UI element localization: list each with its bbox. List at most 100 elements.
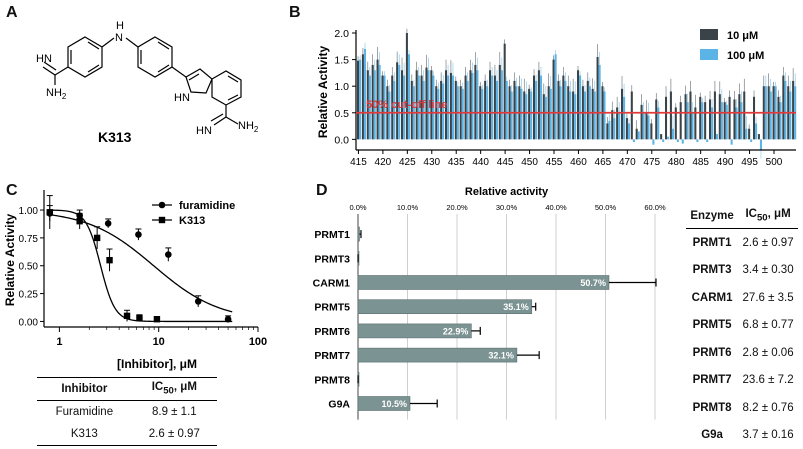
- bar-100uM: [447, 75, 450, 140]
- chart-b: 2.0 1.5 1.0 0.5 0.0 50% cut-off line 415 420 425…: [316, 28, 797, 168]
- x-tick-label: 0.0%: [349, 203, 366, 212]
- bar-10uM: [376, 59, 379, 140]
- bar-10uM: [660, 134, 663, 140]
- bar-10uM: [445, 70, 448, 140]
- table-row: Furamidine 8.9 ± 1.1: [37, 401, 217, 424]
- legend-swatch: [700, 49, 718, 60]
- bar-100uM: [613, 118, 616, 140]
- bar-10uM: [484, 80, 487, 140]
- bar-100uM: [378, 64, 381, 140]
- bar-100uM: [373, 70, 376, 140]
- data-label: 10.5%: [381, 399, 407, 409]
- bar-10uM: [562, 75, 565, 140]
- table-row: G9a 3.7 ± 0.16: [686, 422, 798, 449]
- x-tick-label: 10: [153, 336, 165, 348]
- bar-100uM: [427, 70, 430, 140]
- bar-100uM: [730, 139, 733, 145]
- bar: [357, 226, 360, 242]
- bar-10uM: [528, 88, 531, 140]
- table-cell: PRMT3: [692, 264, 732, 277]
- bar-100uM: [461, 88, 464, 140]
- bar-100uM: [535, 80, 538, 140]
- data-point-furamidine: [135, 231, 142, 238]
- bar-100uM: [769, 91, 772, 140]
- bar-100uM: [779, 102, 782, 140]
- table-cell: 2.6 ± 0.97: [742, 236, 794, 249]
- bar-10uM: [381, 75, 384, 140]
- bar-100uM: [554, 54, 557, 140]
- bar-10uM: [366, 70, 369, 140]
- data-point-k313: [93, 234, 101, 242]
- bar-100uM: [681, 139, 684, 144]
- bar-10uM: [713, 91, 716, 140]
- bar-100uM: [476, 70, 479, 140]
- cutoff-label: 50% cut-off line: [366, 99, 447, 111]
- y-tick-label: 1.0: [334, 81, 349, 93]
- bar-10uM: [782, 75, 785, 140]
- x-tick-label: 455: [546, 157, 563, 168]
- bar-10uM: [640, 104, 643, 140]
- bar-100uM: [388, 91, 391, 140]
- bar-100uM: [505, 80, 508, 140]
- bar-10uM: [396, 62, 399, 140]
- table-row: PRMT6 2.8 ± 0.06: [686, 339, 798, 367]
- panel-label-a: A: [6, 4, 18, 21]
- bar-10uM: [357, 60, 360, 140]
- bar-100uM: [671, 128, 674, 140]
- bar-100uM: [667, 136, 670, 140]
- table-cell: G9a: [701, 429, 723, 442]
- bar-10uM: [430, 70, 433, 140]
- bar-10uM: [498, 64, 501, 140]
- bar-10uM: [503, 43, 506, 140]
- bar-10uM: [474, 64, 477, 140]
- bar-100uM: [525, 94, 528, 140]
- table-cell: PRMT6: [692, 346, 732, 359]
- x-tick-label: 425: [399, 157, 416, 168]
- amidine-hn-bottom: HN: [196, 125, 212, 137]
- bar-100uM: [618, 112, 621, 140]
- amidine-nh2-top: NH2: [46, 87, 67, 101]
- bar-100uM: [706, 139, 709, 143]
- table-cell: 27.6 ± 3.5: [742, 291, 794, 304]
- bar-100uM: [691, 112, 694, 140]
- category-label: CARM1: [313, 278, 350, 290]
- bar-100uM: [432, 75, 435, 140]
- y-axis-label: Relative Activity: [316, 46, 330, 139]
- table-cell: 3.4 ± 0.30: [742, 264, 794, 277]
- bar-100uM: [755, 123, 758, 140]
- x-tick-label: 40.0%: [545, 203, 567, 212]
- bar-10uM: [684, 94, 687, 140]
- bar-100uM: [598, 64, 601, 140]
- bar-100uM: [608, 120, 611, 140]
- k313-structure: HN NH2 H N H N HN NH2 K313: [36, 20, 259, 145]
- legend-label: 100 μM: [727, 50, 764, 62]
- bar-100uM: [603, 91, 606, 140]
- bar-100uM: [642, 112, 645, 140]
- bar-100uM: [711, 107, 714, 140]
- x-tick-label: 480: [668, 157, 685, 168]
- data-point-k313: [136, 314, 143, 322]
- bar-10uM: [674, 107, 677, 140]
- bar-100uM: [632, 139, 635, 143]
- x-tick-label: 490: [717, 157, 734, 168]
- table-row: PRMT8 8.2 ± 0.76: [686, 394, 798, 422]
- x-tick-label: 485: [692, 157, 709, 168]
- bar-10uM: [777, 96, 780, 140]
- category-label: PRMT7: [314, 350, 350, 362]
- bar-10uM: [537, 70, 540, 140]
- bar-10uM: [718, 94, 721, 140]
- bar-100uM: [574, 94, 577, 140]
- bar-100uM: [442, 83, 445, 140]
- bar-10uM: [694, 107, 697, 140]
- bar-10uM: [757, 134, 760, 140]
- bar-10uM: [611, 110, 614, 140]
- x-tick-label: 465: [595, 157, 612, 168]
- chart-title: Relative activity: [465, 186, 549, 198]
- x-tick-label: 1: [56, 336, 62, 348]
- legend-marker: [158, 216, 166, 224]
- table-row: K313 2.6 ± 0.97: [37, 423, 217, 446]
- y-tick-label: 0.5: [334, 108, 349, 120]
- bridge-h: H: [116, 20, 124, 32]
- bridge-n: N: [115, 32, 123, 44]
- right-benzene-ring: [137, 36, 173, 78]
